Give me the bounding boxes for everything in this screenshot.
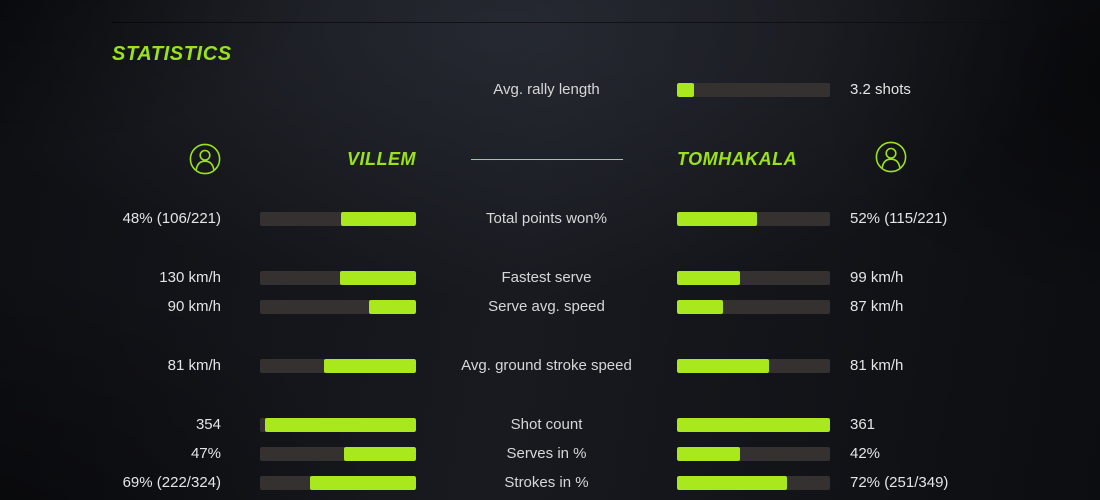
stat-left-value: 90 km/h xyxy=(167,298,221,315)
stat-row: 130 km/h Fastest serve 99 km/h xyxy=(0,263,1100,292)
stat-left-value: 47% xyxy=(190,445,221,462)
stat-left-bar xyxy=(260,299,416,314)
stat-row: 48% (106/221) Total points won% 52% (115… xyxy=(0,204,1100,233)
stat-row: 47% Serves in % 42% xyxy=(0,439,1100,468)
stat-left-bar xyxy=(260,446,416,461)
top-divider-line xyxy=(112,22,1100,23)
stat-left-bar xyxy=(260,211,416,226)
stat-right-bar-fill xyxy=(677,211,757,226)
stat-left-value: 81 km/h xyxy=(167,357,221,374)
stat-right-bar xyxy=(677,417,830,432)
stat-left-bar-fill xyxy=(369,299,416,314)
stat-right-bar-fill xyxy=(677,446,740,461)
player-right-avatar-icon[interactable] xyxy=(875,141,907,173)
stat-label: Serves in % xyxy=(506,445,587,462)
stat-left-bar-fill xyxy=(264,417,416,432)
stat-right-value: 72% (251/349) xyxy=(850,474,949,491)
stat-row: 354 Shot count 361 xyxy=(0,410,1100,439)
stat-right-value: 99 km/h xyxy=(850,269,904,286)
stat-left-bar-fill xyxy=(323,358,416,373)
stat-label: Avg. ground stroke speed xyxy=(461,357,632,374)
player-right-name: TOMHAKALA xyxy=(677,148,798,169)
stat-right-value: 52% (115/221) xyxy=(850,210,948,227)
stat-left-bar xyxy=(260,270,416,285)
stat-row: 81 km/h Avg. ground stroke speed 81 km/h xyxy=(0,351,1100,380)
names-divider-line xyxy=(470,158,623,160)
rally-length-bar xyxy=(677,82,830,97)
player-left-name: VILLEM xyxy=(347,148,416,169)
stat-left-bar-fill xyxy=(344,446,416,461)
stat-row: 90 km/h Serve avg. speed 87 km/h xyxy=(0,292,1100,321)
stat-label: Shot count xyxy=(510,416,583,433)
stat-label: Fastest serve xyxy=(501,269,592,286)
stat-left-bar-fill xyxy=(341,211,416,226)
stat-left-bar-fill xyxy=(309,475,416,490)
stat-right-bar xyxy=(677,299,830,314)
stats-rows: 48% (106/221) Total points won% 52% (115… xyxy=(0,204,1100,497)
stat-right-bar xyxy=(677,475,830,490)
stat-left-value: 354 xyxy=(195,416,221,433)
stat-left-value: 130 km/h xyxy=(159,269,221,286)
stat-left-value: 48% (106/221) xyxy=(122,210,221,227)
stat-right-bar xyxy=(677,358,830,373)
stat-right-value: 361 xyxy=(850,416,876,433)
stat-left-bar xyxy=(260,358,416,373)
rally-length-value: 3.2 shots xyxy=(850,81,911,98)
stat-right-bar-fill xyxy=(677,358,769,373)
stat-row: 69% (222/324) Strokes in % 72% (251/349) xyxy=(0,468,1100,497)
stat-right-bar xyxy=(677,446,830,461)
rally-length-row: Avg. rally length 3.2 shots xyxy=(0,75,1100,104)
stat-left-bar xyxy=(260,417,416,432)
stat-right-value: 42% xyxy=(850,445,881,462)
stat-label: Strokes in % xyxy=(504,474,589,491)
stat-right-bar-fill xyxy=(677,475,788,490)
stat-right-bar xyxy=(677,211,830,226)
stat-left-bar-fill xyxy=(339,270,416,285)
stat-right-bar-fill xyxy=(677,270,740,285)
players-header-row: VILLEM TOMHAKALA xyxy=(0,141,1100,177)
stat-right-bar-fill xyxy=(677,417,830,432)
stat-right-value: 87 km/h xyxy=(850,298,904,315)
stat-left-bar xyxy=(260,475,416,490)
player-left-avatar-icon[interactable] xyxy=(189,143,221,175)
rally-length-label: Avg. rally length xyxy=(493,81,600,98)
stat-right-bar xyxy=(677,270,830,285)
stat-right-value: 81 km/h xyxy=(850,357,904,374)
stat-label: Total points won% xyxy=(486,210,607,227)
stat-label: Serve avg. speed xyxy=(488,298,605,315)
rally-length-bar-fill xyxy=(677,82,694,97)
stat-left-value: 69% (222/324) xyxy=(122,474,221,491)
page-title: STATISTICS xyxy=(112,43,232,65)
stat-right-bar-fill xyxy=(677,299,723,314)
